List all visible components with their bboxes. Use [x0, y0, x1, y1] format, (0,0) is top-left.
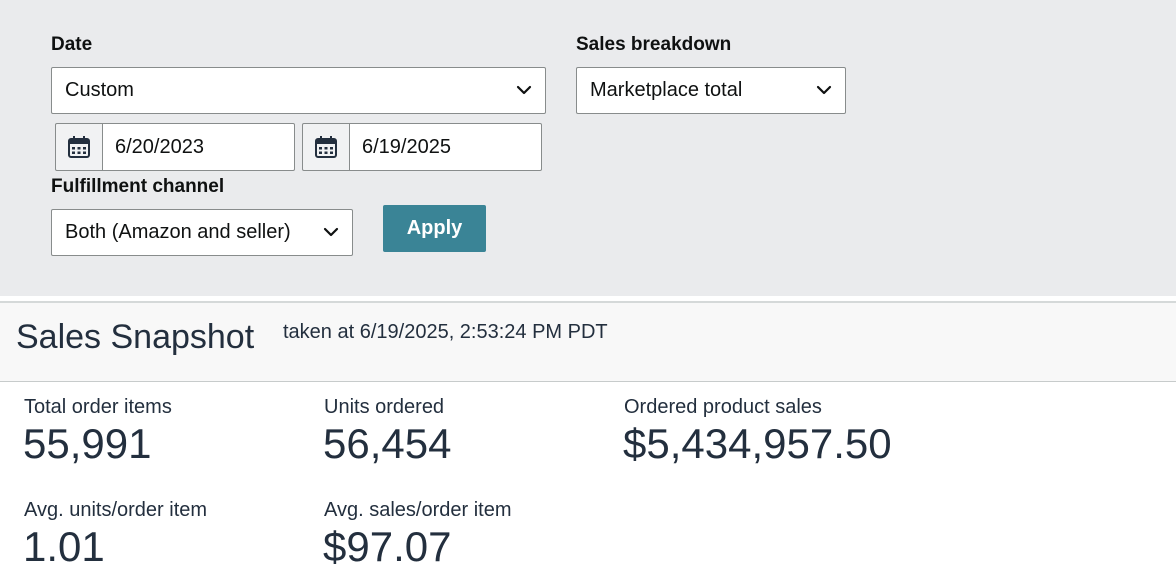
- chevron-down-icon: [816, 85, 832, 95]
- start-date-input[interactable]: 6/20/2023: [103, 123, 295, 171]
- divider: [0, 301, 1176, 303]
- snapshot-timestamp: taken at 6/19/2025, 2:53:24 PM PDT: [283, 321, 608, 343]
- metric-value-ordered-product-sales: $5,434,957.50: [623, 420, 892, 467]
- apply-button[interactable]: Apply: [383, 205, 486, 252]
- metric-value-avg-sales: $97.07: [323, 523, 452, 570]
- metric-label-ordered-product-sales: Ordered product sales: [624, 396, 822, 418]
- metric-value-total-order-items: 55,991: [23, 420, 152, 467]
- sales-breakdown-select[interactable]: Marketplace total: [576, 67, 846, 114]
- chevron-down-icon: [323, 227, 339, 237]
- metric-value-avg-units: 1.01: [23, 523, 105, 570]
- chevron-down-icon: [516, 85, 532, 95]
- calendar-icon[interactable]: [55, 123, 103, 171]
- sales-breakdown-value: Marketplace total: [590, 79, 743, 101]
- snapshot-header: Sales Snapshot taken at 6/19/2025, 2:53:…: [0, 303, 1176, 382]
- metric-label-total-order-items: Total order items: [24, 396, 172, 418]
- fulfillment-select[interactable]: Both (Amazon and seller): [51, 209, 353, 256]
- metric-label-avg-units: Avg. units/order item: [24, 499, 208, 521]
- sales-breakdown-label: Sales breakdown: [576, 34, 732, 55]
- calendar-icon[interactable]: [302, 123, 350, 171]
- fulfillment-label: Fulfillment channel: [51, 176, 225, 197]
- date-label: Date: [51, 34, 93, 55]
- metric-label-units-ordered: Units ordered: [324, 396, 445, 418]
- start-date-picker[interactable]: 6/20/2023: [55, 123, 295, 171]
- fulfillment-value: Both (Amazon and seller): [65, 221, 291, 243]
- date-select[interactable]: Custom: [51, 67, 546, 114]
- end-date-input[interactable]: 6/19/2025: [350, 123, 542, 171]
- date-select-value: Custom: [65, 79, 134, 101]
- page-title: Sales Snapshot: [16, 318, 255, 356]
- end-date-picker[interactable]: 6/19/2025: [302, 123, 542, 171]
- metric-value-units-ordered: 56,454: [323, 420, 452, 467]
- metric-label-avg-sales: Avg. sales/order item: [324, 499, 512, 521]
- filter-panel: Date Custom 6/20/2023 6/19/2025 Sales br…: [0, 0, 1176, 296]
